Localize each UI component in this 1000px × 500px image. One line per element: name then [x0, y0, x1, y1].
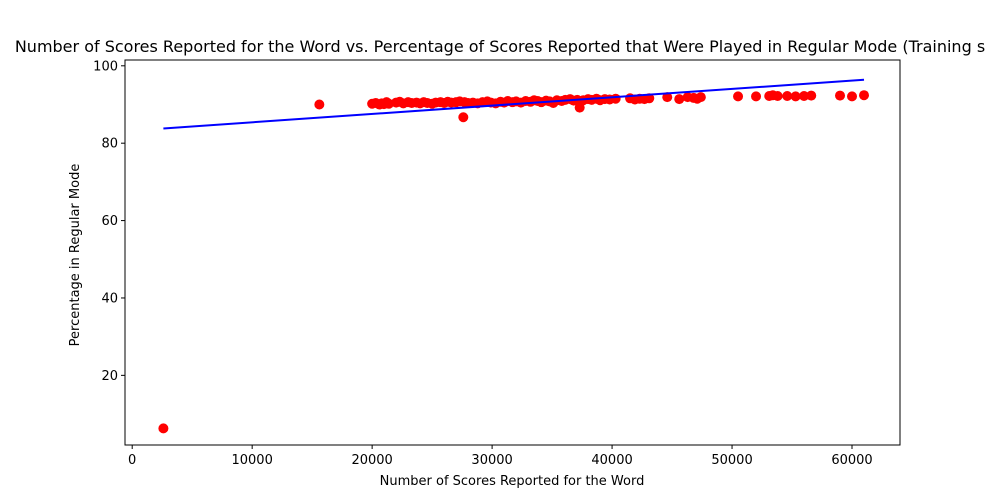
data-point: [772, 90, 783, 101]
data-point: [458, 112, 469, 123]
data-point: [847, 91, 858, 102]
chart-title: Number of Scores Reported for the Word v…: [15, 37, 985, 56]
data-point: [806, 90, 817, 101]
data-point: [158, 423, 169, 434]
data-points-layer: [158, 90, 870, 434]
x-tick-label: 40000: [591, 453, 632, 468]
data-point: [751, 91, 762, 102]
data-point: [835, 90, 846, 101]
data-point: [782, 90, 793, 101]
data-point: [314, 99, 325, 110]
data-point: [610, 93, 621, 104]
y-tick-label: 60: [101, 214, 118, 229]
data-point: [859, 90, 870, 101]
x-axis-ticks: 0 10000 20000 30000 40000 50000 60000: [128, 445, 873, 468]
y-axis-title: Percentage in Regular Mode: [68, 164, 83, 347]
data-point: [662, 92, 673, 103]
x-tick-label: 0: [128, 453, 136, 468]
data-point: [674, 94, 685, 105]
y-tick-label: 100: [93, 59, 118, 74]
x-tick-label: 10000: [231, 453, 272, 468]
data-point: [733, 91, 744, 102]
data-point: [790, 91, 801, 102]
trend-line: [163, 78, 865, 130]
data-point: [799, 90, 810, 101]
data-point: [695, 92, 706, 103]
x-tick-label: 20000: [351, 453, 392, 468]
y-axis-ticks: 20 40 60 80 100: [93, 59, 125, 384]
x-tick-label: 50000: [711, 453, 752, 468]
y-tick-label: 20: [101, 369, 118, 384]
x-tick-label: 60000: [831, 453, 872, 468]
y-tick-label: 80: [101, 137, 118, 152]
plot-area: [158, 78, 870, 434]
x-axis-title: Number of Scores Reported for the Word: [380, 474, 645, 489]
x-tick-label: 30000: [471, 453, 512, 468]
plot-frame: [124, 59, 901, 446]
y-tick-label: 40: [101, 291, 118, 306]
trend-line-layer: [163, 78, 865, 130]
